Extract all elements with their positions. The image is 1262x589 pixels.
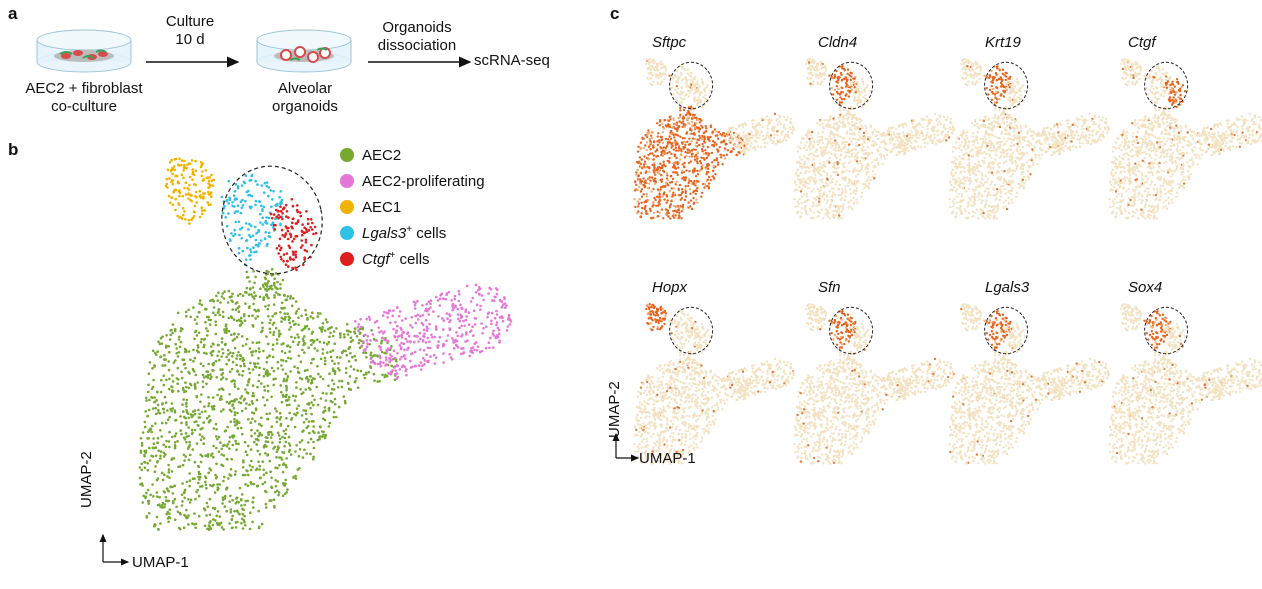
gene-title: Cldn4 [818, 34, 858, 51]
legend-item: AEC2-proliferating [340, 170, 485, 192]
facet-axis-arrows [612, 432, 640, 462]
umap-x-axis-label: UMAP-1 [132, 554, 189, 571]
gene-title: Lgals3 [985, 279, 1030, 296]
legend-swatch [340, 200, 354, 214]
legend-label: AEC1 [362, 198, 402, 216]
legend-item: AEC1 [340, 196, 401, 218]
panel-b-label: b [8, 140, 19, 159]
highlight-circle [984, 61, 1029, 110]
arrow1-line2: 10 d [175, 31, 205, 48]
legend-item: Ctgf+ cells [340, 248, 430, 270]
umap-cluster-plot [99, 157, 513, 566]
highlight-circle [829, 306, 874, 355]
arrow2-label: Organoids dissociation [362, 19, 472, 55]
legend-swatch [340, 148, 354, 162]
gene-umap-krt19 [948, 58, 1110, 220]
culture-dish-icon [36, 29, 132, 73]
arrow2-line1: Organoids [382, 19, 452, 36]
step1-line1: AEC2 + fibroblast [25, 80, 143, 97]
gene-umap-sfn [793, 303, 955, 465]
step2-line2: organoids [272, 98, 338, 115]
legend-swatch [340, 174, 354, 188]
gene-umap-sox4 [1108, 303, 1262, 465]
highlight-circle [221, 165, 323, 275]
arrow2-line2: dissociation [377, 37, 457, 54]
cluster-points-aec2 [138, 267, 398, 531]
gene-title: Krt19 [985, 34, 1021, 51]
legend-swatch [340, 226, 354, 240]
step2-label: Alveolar organoids [250, 80, 360, 116]
highlight-circle [984, 306, 1029, 355]
cluster-points-aec2-proliferating [354, 283, 513, 380]
workflow-graphics [36, 29, 472, 73]
step2-line1: Alveolar [277, 80, 333, 97]
gene-umap-hopx [633, 303, 795, 465]
legend-item: AEC2 [340, 144, 401, 166]
highlight-circle [1144, 306, 1189, 355]
legend-label: Lgals3+ cells [362, 224, 447, 242]
legend-swatch [340, 252, 354, 266]
gene-umap-sftpc [633, 58, 795, 220]
gene-title: Sfn [818, 279, 841, 296]
legend-label: AEC2-proliferating [362, 172, 485, 190]
gene-umap-cldn4 [793, 58, 955, 220]
organoid-dish-icon [256, 29, 352, 73]
legend-label: AEC2 [362, 146, 402, 164]
arrow1-line1: Culture [165, 13, 215, 30]
highlight-circle [669, 61, 714, 110]
gene-umap-lgals3 [948, 303, 1110, 465]
cluster-points-ctgf-cells [269, 198, 318, 272]
panel-c-label: c [610, 4, 620, 23]
gene-umap-ctgf [1108, 58, 1262, 220]
gene-title: Sox4 [1128, 279, 1163, 296]
step1-line2: co-culture [51, 98, 117, 115]
gene-title: Sftpc [652, 34, 687, 51]
arrow1-label: Culture 10 d [140, 13, 240, 49]
highlight-circle [829, 61, 874, 110]
legend-item: Lgals3+ cells [340, 222, 446, 244]
step1-label: AEC2 + fibroblast co-culture [14, 80, 154, 116]
cluster-points-lgals3-cells [220, 173, 284, 266]
highlight-circle [669, 306, 714, 355]
highlight-circle [1144, 61, 1189, 110]
panel-a-label: a [8, 4, 18, 23]
legend-label: Ctgf+ cells [362, 250, 430, 268]
gene-title: Hopx [652, 279, 688, 296]
gene-title: Ctgf [1128, 34, 1156, 51]
step3-label: scRNA-seq [474, 52, 550, 69]
cluster-points-aec1 [164, 157, 216, 225]
umap-y-axis-label: UMAP-2 [78, 451, 95, 508]
facet-x-axis-label: UMAP-1 [639, 450, 696, 467]
